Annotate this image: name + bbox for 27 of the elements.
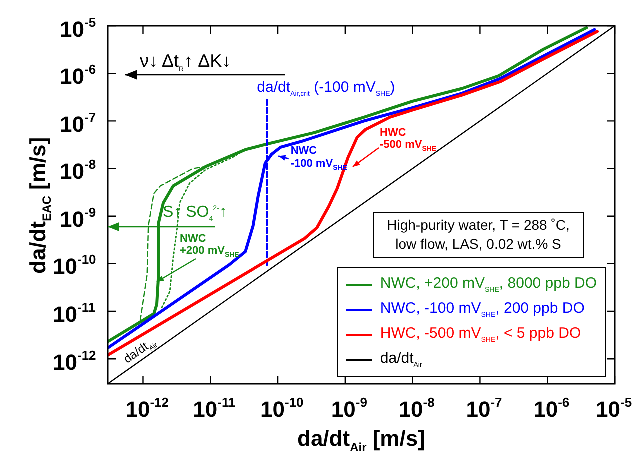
annotation: HWC -500 mV$_{SHE}$ <box>380 127 437 154</box>
x-tick-label: 10$^{-6}$ <box>534 395 570 422</box>
y-tick-label: 10$^{-5}$ <box>60 14 96 42</box>
x-axis-title: da/dt$_{Air}$ [m/s] <box>298 426 426 454</box>
x-tick-label: 10$^{-10}$ <box>260 395 304 422</box>
x-tick-label: 10$^{-9}$ <box>331 395 368 422</box>
legend-label: NWC, +200 mV$_{SHE}$, 8000 ppb DO <box>380 275 597 294</box>
y-tick-label: 10$^{-12}$ <box>53 348 96 375</box>
legend-label: HWC, -500 mV$_{SHE}$, < 5 ppb DO <box>380 325 582 344</box>
x-tick-label: 10$^{-11}$ <box>193 395 236 422</box>
annotation: da/dt$_{Air,crit}$ (-100 mV$_{SHE}$) <box>257 79 396 100</box>
annotation: S↑ SO$_{4}$$^{2-}$↑ <box>163 204 228 224</box>
x-tick-label: 10$^{-5}$ <box>596 395 632 422</box>
y-tick-label: 10$^{-9}$ <box>60 204 96 232</box>
legend-label: NWC, -100 mV$_{SHE}$, 200 ppb DO <box>380 300 585 319</box>
x-tick-label: 10$^{-8}$ <box>398 395 435 422</box>
annotation: NWC +200 mV$_{SHE}$ <box>180 233 240 260</box>
x-tick-label: 10$^{-7}$ <box>466 395 502 422</box>
legend-label: da/dt$_{Air}$ <box>380 350 422 369</box>
y-tick-label: 10$^{-7}$ <box>60 110 96 137</box>
y-tick-label: 10$^{-10}$ <box>53 252 96 280</box>
y-tick-label: 10$^{-8}$ <box>60 157 96 184</box>
annotation: ν↓ Δt$_{R}$↑ ΔK↓ <box>140 51 232 74</box>
y-tick-label: 10$^{-6}$ <box>60 62 96 90</box>
x-tick-label: 10$^{-12}$ <box>126 395 170 422</box>
annotation: High-purity water, T = 288 ˚C, low flow, LAS, 0.02 wt.% S <box>373 212 584 258</box>
y-tick-label: 10$^{-11}$ <box>53 300 96 328</box>
